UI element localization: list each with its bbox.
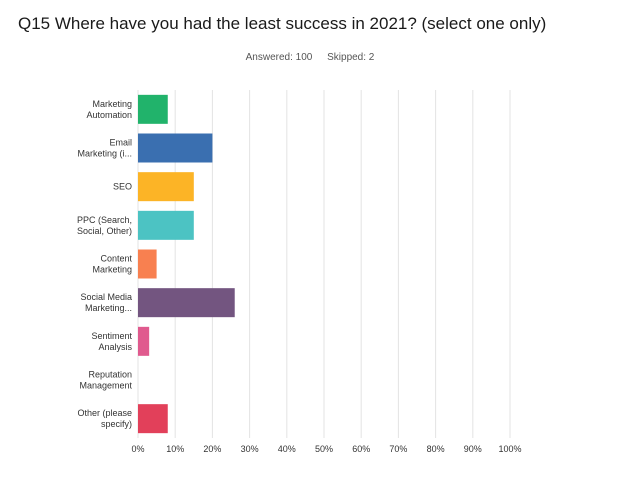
x-tick-label: 40% bbox=[278, 444, 296, 454]
category-label: Analysis bbox=[98, 342, 132, 352]
bar bbox=[138, 288, 235, 318]
bar bbox=[138, 249, 157, 279]
category-label: Reputation bbox=[88, 370, 132, 380]
category-label: Social, Other) bbox=[77, 226, 132, 236]
category-label: Marketing (i... bbox=[77, 149, 132, 159]
category-label: Marketing... bbox=[85, 303, 132, 313]
x-tick-label: 80% bbox=[427, 444, 445, 454]
bar bbox=[138, 172, 194, 202]
x-tick-label: 90% bbox=[464, 444, 482, 454]
bar bbox=[138, 404, 168, 434]
chart-title: Q15 Where have you had the least success… bbox=[18, 14, 547, 33]
bar bbox=[138, 326, 150, 356]
category-label: Automation bbox=[86, 110, 132, 120]
category-label: Sentiment bbox=[91, 331, 132, 341]
bar bbox=[138, 210, 194, 240]
x-tick-label: 0% bbox=[131, 444, 144, 454]
category-label: Email bbox=[109, 138, 132, 148]
category-label: SEO bbox=[113, 182, 132, 192]
category-label: Marketing bbox=[92, 99, 132, 109]
x-tick-label: 10% bbox=[166, 444, 184, 454]
answered-count: Answered: 100 bbox=[245, 52, 313, 63]
category-label: Social Media bbox=[80, 292, 132, 302]
x-tick-label: 70% bbox=[389, 444, 407, 454]
x-tick-label: 60% bbox=[352, 444, 370, 454]
bar bbox=[138, 94, 168, 124]
x-tick-label: 50% bbox=[315, 444, 333, 454]
category-label: Management bbox=[79, 381, 132, 391]
x-tick-label: 100% bbox=[498, 444, 521, 454]
category-label: Other (please bbox=[77, 408, 132, 418]
skipped-count: Skipped: 2 bbox=[327, 52, 375, 63]
category-label: Marketing bbox=[92, 265, 132, 275]
category-label: Content bbox=[100, 254, 132, 264]
category-label: PPC (Search, bbox=[77, 215, 132, 225]
x-tick-label: 20% bbox=[203, 444, 221, 454]
bar bbox=[138, 133, 213, 163]
x-tick-label: 30% bbox=[241, 444, 259, 454]
response-summary: Answered: 100 Skipped: 2 bbox=[0, 52, 620, 63]
category-label: specify) bbox=[101, 419, 132, 429]
